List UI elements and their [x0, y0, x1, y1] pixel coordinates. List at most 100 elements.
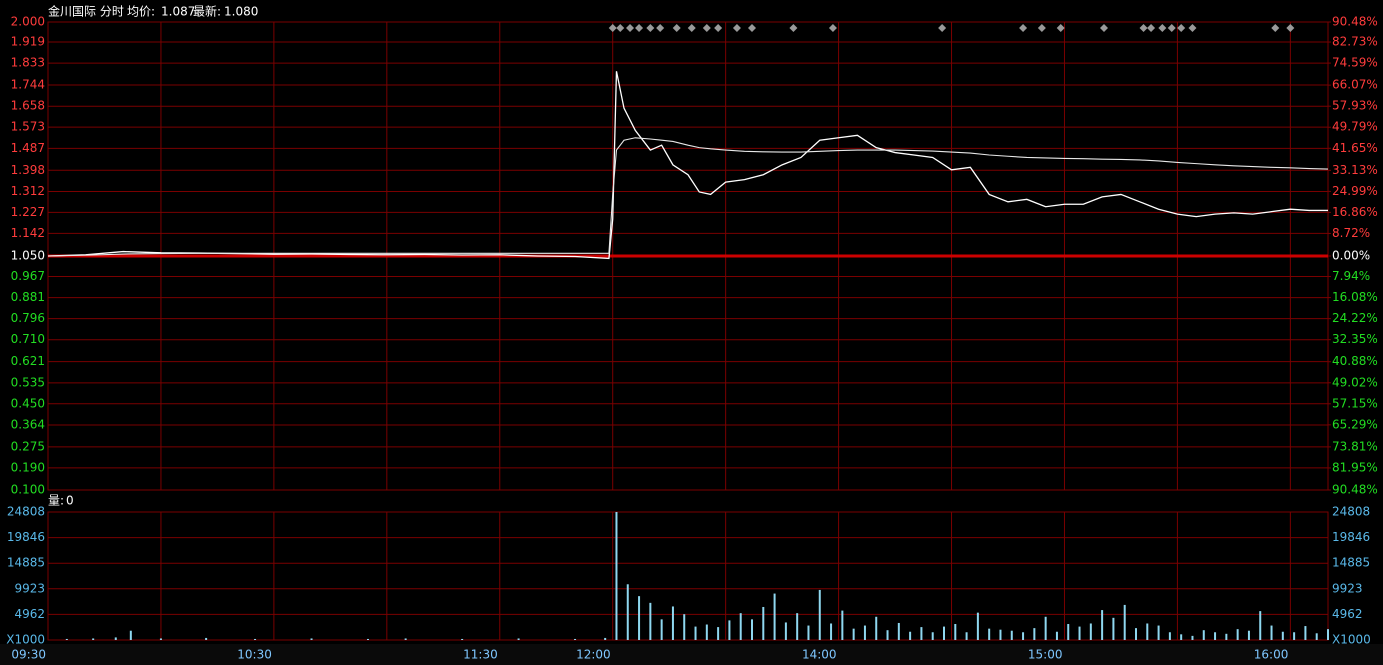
volume-bar [1247, 630, 1250, 640]
volume-bar [615, 512, 618, 640]
volume-bar [660, 619, 663, 640]
event-marker [687, 24, 696, 32]
volume-bar [92, 638, 95, 640]
y-tick-label: 0.535 [11, 375, 45, 389]
volume-bar [1157, 625, 1160, 640]
volume-bar [461, 638, 464, 640]
volume-bar [1202, 630, 1205, 640]
y2-tick-label: 81.95% [1332, 460, 1378, 474]
event-marker [1286, 24, 1295, 32]
volume-bar [886, 630, 889, 640]
y2-tick-label: 0.00% [1332, 249, 1370, 263]
y2-tick-label: 16.08% [1332, 290, 1378, 304]
event-marker [616, 24, 625, 32]
y2-tick-label: 90.48% [1332, 15, 1378, 29]
y2-tick-label: 65.29% [1332, 417, 1378, 431]
volume-bar [717, 627, 720, 640]
volume-title: 量: [48, 494, 64, 508]
y-tick-label: 1.919 [11, 34, 45, 48]
volume-bar [943, 626, 945, 640]
y-tick-label: 9923 [14, 581, 45, 595]
y2-tick-label: 7.94% [1332, 269, 1370, 283]
y-tick-label: 0.275 [11, 439, 45, 453]
volume-bar [1315, 633, 1318, 640]
y-tick-label: 0.450 [11, 396, 45, 410]
avg-label: 均价: [127, 5, 155, 19]
price-line [47, 137, 1329, 257]
volume-bar [1078, 626, 1081, 640]
y2-tick-label: X1000 [1332, 633, 1371, 647]
event-marker [1188, 24, 1197, 32]
y-tick-label: 2.000 [11, 15, 45, 29]
y-tick-label: 19846 [7, 530, 45, 544]
y2-tick-label: 32.35% [1332, 332, 1378, 346]
y-tick-label: 1.573 [11, 120, 45, 134]
volume-bar [114, 637, 117, 640]
volume-bar [1067, 624, 1070, 640]
volume-bar [683, 614, 686, 640]
volume-bar [254, 638, 257, 640]
volume-bar [671, 606, 674, 640]
y-tick-label: 1.142 [11, 226, 45, 240]
volume-bar [1168, 632, 1171, 640]
volume-bar [1327, 629, 1329, 640]
avg-value: 1.087 [161, 5, 195, 19]
volume-bar [1112, 617, 1115, 640]
y-tick-label: 14885 [7, 556, 45, 570]
volume-bar [367, 638, 369, 640]
x-tick-label: 12:00 [576, 648, 611, 662]
y-tick-label: 0.100 [11, 483, 45, 497]
y-tick-label: 1.487 [11, 141, 45, 155]
y2-tick-label: 14885 [1332, 556, 1370, 570]
y2-tick-label: 57.93% [1332, 99, 1378, 113]
volume-bar [830, 623, 833, 640]
y2-tick-label: 82.73% [1332, 35, 1378, 49]
event-marker [672, 24, 681, 32]
x-tick-label: 16:00 [1254, 648, 1289, 662]
volume-bar [931, 632, 934, 640]
y2-tick-label: 33.13% [1332, 163, 1378, 177]
volume-bar [875, 616, 878, 640]
volume-bar [897, 622, 900, 640]
y2-tick-label: 49.02% [1332, 375, 1378, 389]
volume-bar [1101, 610, 1104, 640]
volume-bar [638, 596, 641, 640]
volume-bar [751, 619, 753, 640]
volume-bar [739, 613, 742, 640]
volume-bar [1293, 632, 1296, 640]
event-marker [1177, 24, 1186, 32]
event-marker [714, 24, 723, 32]
y2-tick-label: 4962 [1332, 607, 1363, 621]
y-tick-label: 0.621 [11, 354, 45, 368]
volume-bar [1191, 635, 1194, 640]
volume-bar [1225, 633, 1228, 640]
y-tick-label: 0.967 [11, 269, 45, 283]
event-marker [732, 24, 741, 32]
y2-tick-label: 73.81% [1332, 439, 1378, 453]
volume-bar [1135, 628, 1137, 640]
y-tick-label: 1.227 [11, 205, 45, 219]
y-tick-label: 0.364 [11, 417, 45, 431]
y2-tick-label: 90.48% [1332, 483, 1378, 497]
y-tick-label: 0.710 [11, 332, 45, 346]
event-marker [789, 24, 798, 32]
volume-bar [1236, 629, 1239, 640]
y-tick-label: X1000 [6, 633, 45, 647]
volume-bar [818, 589, 821, 640]
volume-bar [694, 626, 697, 640]
time-axis-band [0, 644, 1383, 665]
y2-tick-label: 8.72% [1332, 226, 1370, 240]
event-marker [702, 24, 711, 32]
event-marker [1037, 24, 1046, 32]
volume-bar [1010, 630, 1013, 640]
event-marker [938, 24, 947, 32]
volume-bar [310, 638, 313, 640]
price-line [47, 71, 1328, 260]
y2-tick-label: 9923 [1332, 581, 1363, 595]
x-tick-label: 14:00 [802, 648, 837, 662]
chart-title: 金川国际 分时 [48, 4, 124, 19]
x-tick-label: 15:00 [1028, 648, 1063, 662]
volume-bar [1180, 634, 1183, 640]
